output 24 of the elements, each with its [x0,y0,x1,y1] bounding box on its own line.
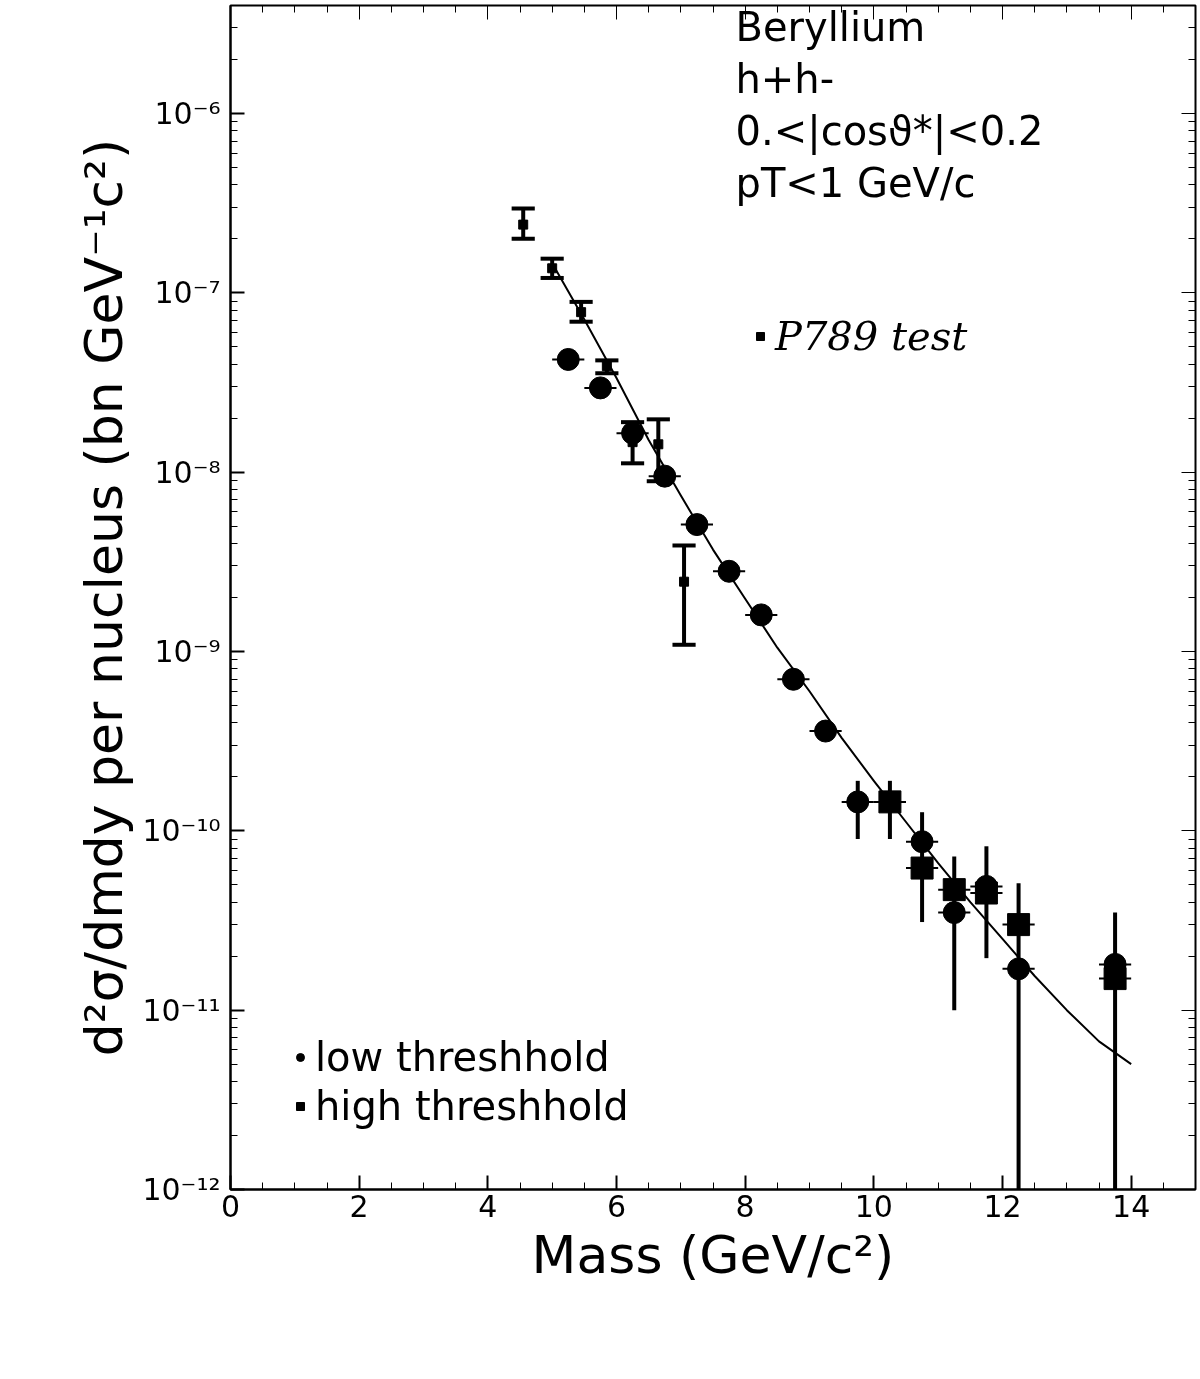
x-tick-label: 0 [220,1188,241,1224]
x-tick-label: 10 [854,1188,893,1224]
x-tick-label: 8 [735,1188,755,1224]
annotation: h+h- [735,55,835,102]
y-tick-label: 10⁻⁹ [154,633,221,669]
legend-label: high threshhold [315,1083,629,1129]
y-tick-label: 10⁻¹⁰ [142,813,221,849]
legend-label: low threshhold [315,1034,610,1080]
y-axis-title: d²σ/dmdy per nucleus (bn GeV⁻¹c²) [74,138,135,1057]
annotation: pT<1 GeV/c [735,159,976,206]
y-tick-label: 10⁻⁸ [154,454,221,490]
y-tick-label: 10⁻¹¹ [142,992,221,1028]
annotation: Beryllium [735,3,926,50]
legend-label: P789 test [775,313,968,359]
x-tick-label: 14 [1112,1188,1151,1224]
y-tick-label: 10⁻⁶ [154,95,221,131]
y-tick-label: 10⁻⁷ [154,275,221,311]
x-tick-label: 6 [606,1188,627,1224]
x-tick-label: 12 [983,1188,1022,1224]
x-tick-label: 2 [349,1188,369,1224]
x-axis-title: Mass (GeV/c²) [531,1224,895,1285]
y-tick-label: 10⁻¹² [142,1172,221,1207]
annotation: 0.<|cosϑ*|<0.2 [735,107,1044,155]
x-tick-label: 4 [478,1188,498,1224]
